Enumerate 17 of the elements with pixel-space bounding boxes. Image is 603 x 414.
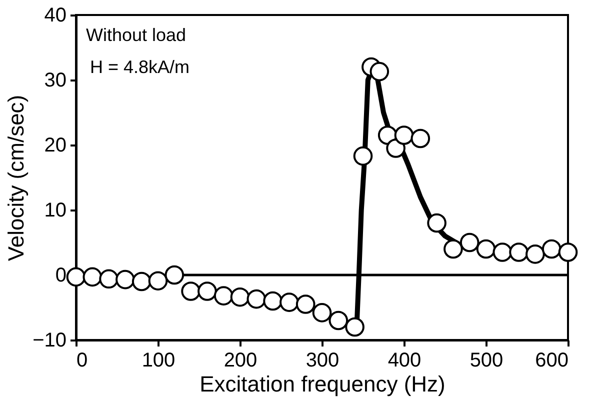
y-tick-label: −10 [32,330,66,352]
x-tick-label: 100 [142,350,176,372]
y-tick-label: 40 [44,4,66,26]
annotation: Without load [86,25,186,45]
x-tick-label: 300 [306,350,340,372]
y-tick-label: 30 [44,70,66,92]
x-tick-label: 500 [470,350,504,372]
x-tick-label: 0 [76,350,88,372]
x-tick-label: 400 [388,350,422,372]
y-tick-label: 0 [55,264,66,286]
x-tick-label: 200 [224,350,258,372]
annotation: H = 4.8kA/m [90,57,190,77]
y-tick-label: 10 [44,200,66,222]
x-axis-title: Excitation frequency (Hz) [200,372,446,396]
y-tick-label: 20 [44,134,66,156]
x-tick-label: 600 [535,350,568,372]
y-axis-title: Velocity (cm/sec) [4,94,29,262]
